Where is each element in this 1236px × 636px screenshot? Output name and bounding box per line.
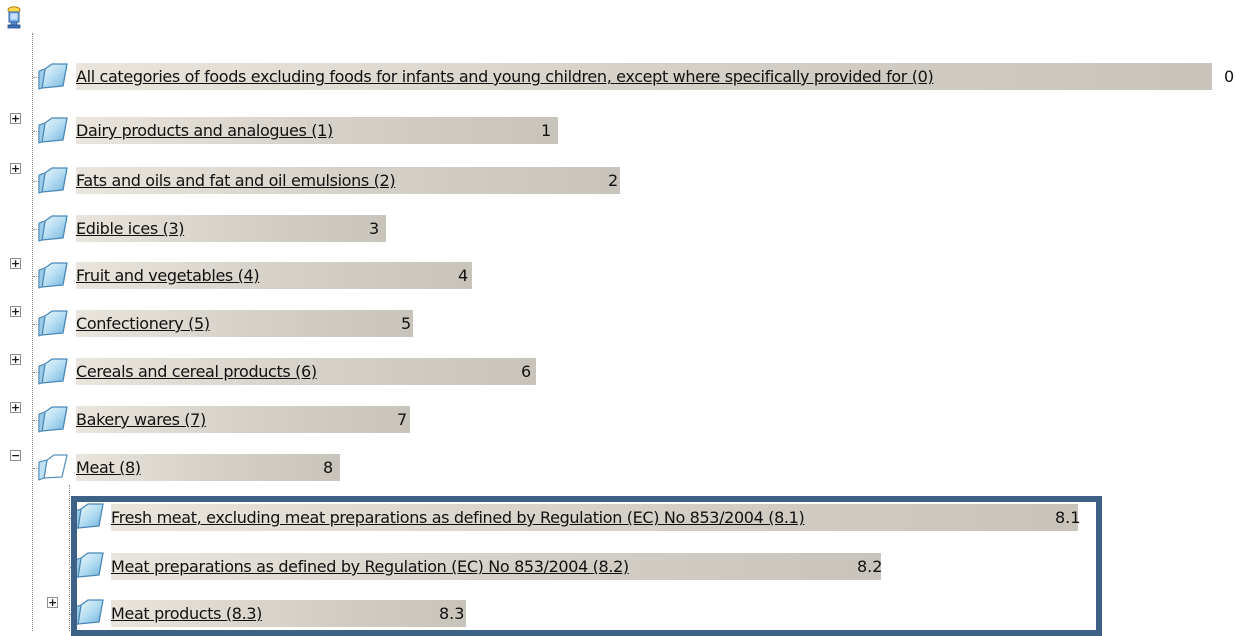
item-bar [76, 63, 1212, 90]
item-bar [76, 215, 386, 242]
item-bar [76, 406, 410, 433]
item-bar [111, 600, 466, 627]
item-code: 5 [401, 314, 412, 333]
tree-connector [33, 324, 43, 325]
expand-icon[interactable]: + [10, 401, 21, 414]
tree-item-bakery[interactable]: + Bakery wares (7) 7 [0, 402, 1236, 438]
item-label[interactable]: Meat preparations as defined by Regulati… [111, 557, 629, 576]
tree-item-edible-ices[interactable]: Edible ices (3) 3 [0, 211, 1236, 247]
expand-icon[interactable]: + [47, 596, 58, 609]
tree-connector [33, 420, 43, 421]
item-label[interactable]: Cereals and cereal products (6) [76, 362, 317, 381]
item-label[interactable]: Dairy products and analogues (1) [76, 121, 333, 140]
item-code: 8.1 [1055, 508, 1081, 527]
folder-icon [38, 165, 68, 195]
meat-branch-line [69, 485, 70, 631]
item-bar [76, 454, 340, 481]
folder-icon [74, 550, 104, 580]
expand-icon[interactable]: + [10, 353, 21, 366]
tree-item-meat-products[interactable]: + Meat products (8.3) 8.3 [0, 596, 1236, 634]
tree-item-confectionery[interactable]: + Confectionery (5) 5 [0, 306, 1236, 342]
item-code: 6 [521, 362, 532, 381]
item-label[interactable]: Edible ices (3) [76, 219, 185, 238]
folder-icon [74, 597, 104, 627]
item-code: 2 [608, 171, 619, 190]
item-bar [111, 553, 881, 580]
item-bar [76, 310, 413, 337]
tree-item-fats-oils[interactable]: + Fats and oils and fat and oil emulsion… [0, 163, 1236, 199]
tree-item-meat-preparations[interactable]: Meat preparations as defined by Regulati… [0, 551, 1236, 587]
item-code: 8 [323, 458, 334, 477]
folder-icon [38, 115, 68, 145]
folder-icon [38, 213, 68, 243]
folder-icon [74, 501, 104, 531]
tree-connector [33, 372, 43, 373]
tree-item-dairy[interactable]: + Dairy products and analogues (1) 1 [0, 113, 1236, 149]
item-bar [76, 167, 620, 194]
item-code: 1 [541, 121, 552, 140]
item-code: 7 [397, 410, 408, 429]
item-label[interactable]: Bakery wares (7) [76, 410, 206, 429]
item-bar [76, 262, 472, 289]
item-code: 8.2 [857, 557, 883, 576]
tree-connector [33, 229, 43, 230]
tree-item-fresh-meat[interactable]: Fresh meat, excluding meat preparations … [0, 502, 1236, 538]
item-label[interactable]: Meat (8) [76, 458, 141, 477]
item-code: 0 [1224, 67, 1235, 86]
item-bar [111, 504, 1078, 531]
tree-connector [33, 468, 43, 469]
tree-item-meat[interactable]: − Meat (8) 8 [0, 450, 1236, 486]
folder-icon [38, 260, 68, 290]
tree-item-cereals[interactable]: + Cereals and cereal products (6) 6 [0, 354, 1236, 390]
expand-icon[interactable]: + [10, 162, 21, 175]
item-code: 8.3 [439, 604, 465, 623]
item-label[interactable]: Fruit and vegetables (4) [76, 266, 260, 285]
item-label[interactable]: All categories of foods excluding foods … [76, 67, 934, 86]
tree-trunk-line [32, 33, 33, 631]
tree-connector [33, 276, 43, 277]
item-label[interactable]: Confectionery (5) [76, 314, 210, 333]
item-bar [76, 358, 536, 385]
item-bar [76, 117, 558, 144]
item-label[interactable]: Fats and oils and fat and oil emulsions … [76, 171, 396, 190]
item-code: 4 [458, 266, 469, 285]
collapse-icon[interactable]: − [10, 449, 21, 462]
tree-connector [33, 131, 43, 132]
expand-icon[interactable]: + [10, 257, 21, 270]
item-label[interactable]: Fresh meat, excluding meat preparations … [111, 508, 805, 527]
folder-icon [38, 404, 68, 434]
expand-icon[interactable]: + [10, 305, 21, 318]
folder-icon [38, 356, 68, 386]
expand-icon[interactable]: + [10, 112, 21, 125]
item-code: 3 [369, 219, 380, 238]
tree-item-fruit-vegetables[interactable]: + Fruit and vegetables (4) 4 [0, 258, 1236, 294]
tree-connector [33, 181, 43, 182]
tree-item-all-categories[interactable]: All categories of foods excluding foods … [0, 59, 1236, 95]
folder-icon [38, 61, 68, 91]
folder-icon [38, 308, 68, 338]
database-computer-icon [7, 6, 21, 29]
folder-open-icon [38, 452, 68, 482]
item-label[interactable]: Meat products (8.3) [111, 604, 263, 623]
